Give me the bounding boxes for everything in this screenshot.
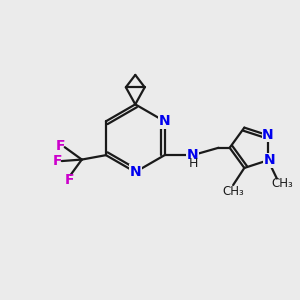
Text: F: F (64, 173, 74, 187)
Text: N: N (187, 148, 198, 162)
Text: N: N (262, 128, 274, 142)
Text: H: H (188, 157, 198, 170)
Text: CH₃: CH₃ (272, 177, 294, 190)
Text: F: F (52, 154, 62, 168)
Text: N: N (159, 114, 170, 128)
Text: CH₃: CH₃ (222, 185, 244, 198)
Text: N: N (263, 153, 275, 167)
Text: F: F (56, 139, 65, 153)
Text: N: N (130, 165, 141, 179)
